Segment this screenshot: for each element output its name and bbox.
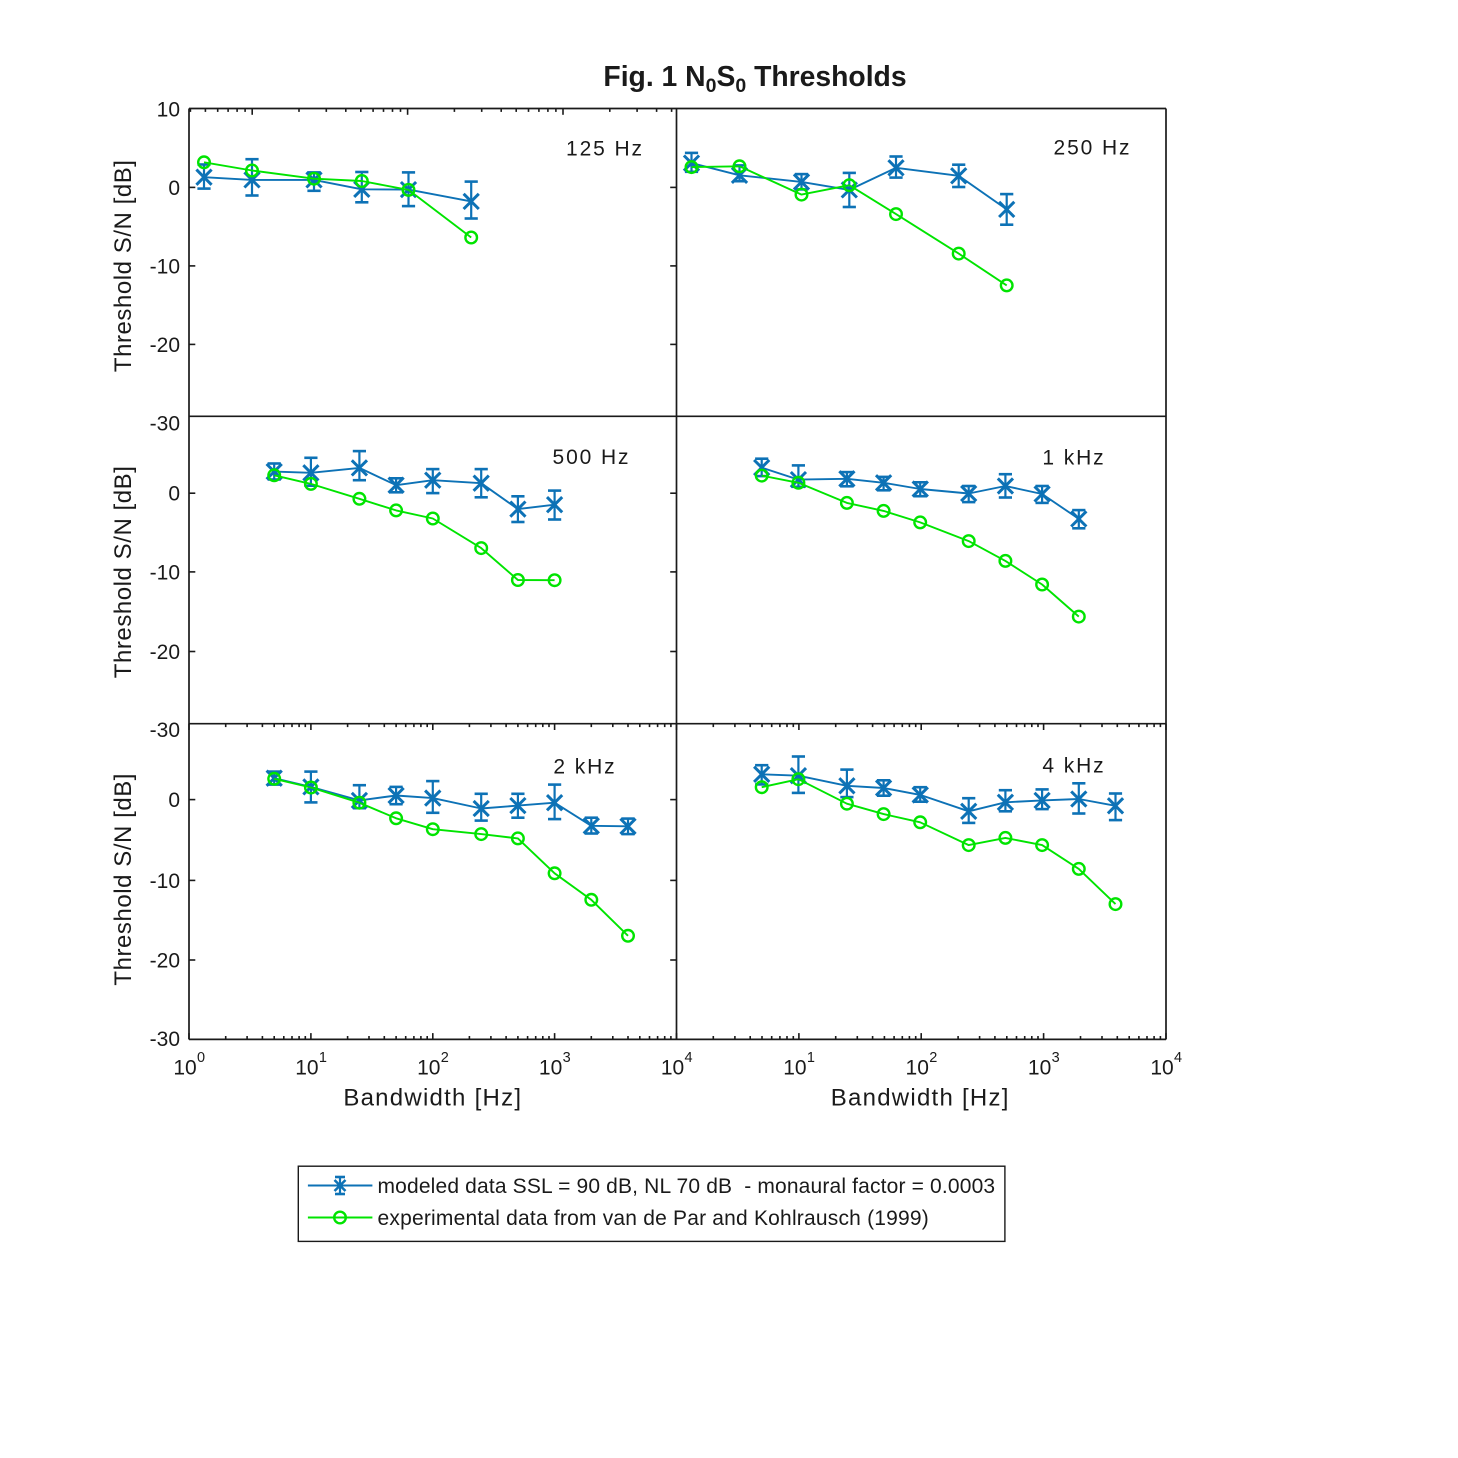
svg-text:3: 3: [563, 1050, 571, 1066]
svg-text:1 kHz: 1 kHz: [1042, 447, 1105, 470]
svg-text:125 Hz: 125 Hz: [566, 137, 644, 160]
svg-text:-20: -20: [150, 334, 180, 357]
svg-text:-30: -30: [150, 412, 180, 435]
svg-text:2: 2: [441, 1050, 449, 1066]
svg-text:10: 10: [539, 1057, 562, 1080]
svg-text:10: 10: [661, 1057, 684, 1080]
svg-text:2: 2: [929, 1050, 937, 1066]
svg-text:-30: -30: [150, 719, 180, 742]
svg-text:10: 10: [783, 1057, 806, 1080]
svg-text:250 Hz: 250 Hz: [1054, 137, 1132, 160]
svg-text:500 Hz: 500 Hz: [553, 446, 631, 469]
svg-text:10: 10: [1150, 1057, 1173, 1080]
svg-text:4 kHz: 4 kHz: [1042, 755, 1105, 778]
svg-text:10: 10: [906, 1057, 929, 1080]
svg-text:experimental data from van de: experimental data from van de Par and Ko…: [378, 1207, 929, 1230]
svg-text:10: 10: [1028, 1057, 1051, 1080]
svg-text:Fig. 1 N0S0 Thresholds: Fig. 1 N0S0 Thresholds: [603, 60, 906, 97]
svg-text:-10: -10: [150, 870, 180, 893]
svg-text:4: 4: [1174, 1050, 1182, 1066]
svg-text:-10: -10: [150, 561, 180, 584]
svg-text:1: 1: [807, 1050, 815, 1066]
svg-text:0: 0: [168, 177, 180, 200]
svg-text:2 kHz: 2 kHz: [553, 756, 616, 779]
svg-text:Bandwidth [Hz]: Bandwidth [Hz]: [343, 1085, 522, 1112]
svg-text:10: 10: [173, 1057, 196, 1080]
svg-text:-20: -20: [150, 950, 180, 973]
svg-text:0: 0: [197, 1050, 205, 1066]
svg-text:1: 1: [319, 1050, 327, 1066]
svg-text:Threshold S/N [dB]: Threshold S/N [dB]: [110, 773, 137, 986]
svg-text:4: 4: [685, 1050, 693, 1066]
svg-text:0: 0: [168, 483, 180, 506]
svg-text:Threshold S/N [dB]: Threshold S/N [dB]: [110, 159, 137, 372]
svg-text:Threshold S/N [dB]: Threshold S/N [dB]: [110, 466, 137, 679]
svg-text:10: 10: [157, 99, 180, 122]
svg-text:0: 0: [168, 789, 180, 812]
svg-text:-30: -30: [150, 1028, 180, 1051]
svg-text:10: 10: [295, 1057, 318, 1080]
svg-text:-20: -20: [150, 641, 180, 664]
svg-text:3: 3: [1052, 1050, 1060, 1066]
svg-text:-10: -10: [150, 255, 180, 278]
svg-text:10: 10: [417, 1057, 440, 1080]
svg-text:Bandwidth [Hz]: Bandwidth [Hz]: [831, 1085, 1010, 1112]
svg-text:modeled data SSL = 90 dB, NL 7: modeled data SSL = 90 dB, NL 70 dB - mon…: [378, 1175, 996, 1198]
